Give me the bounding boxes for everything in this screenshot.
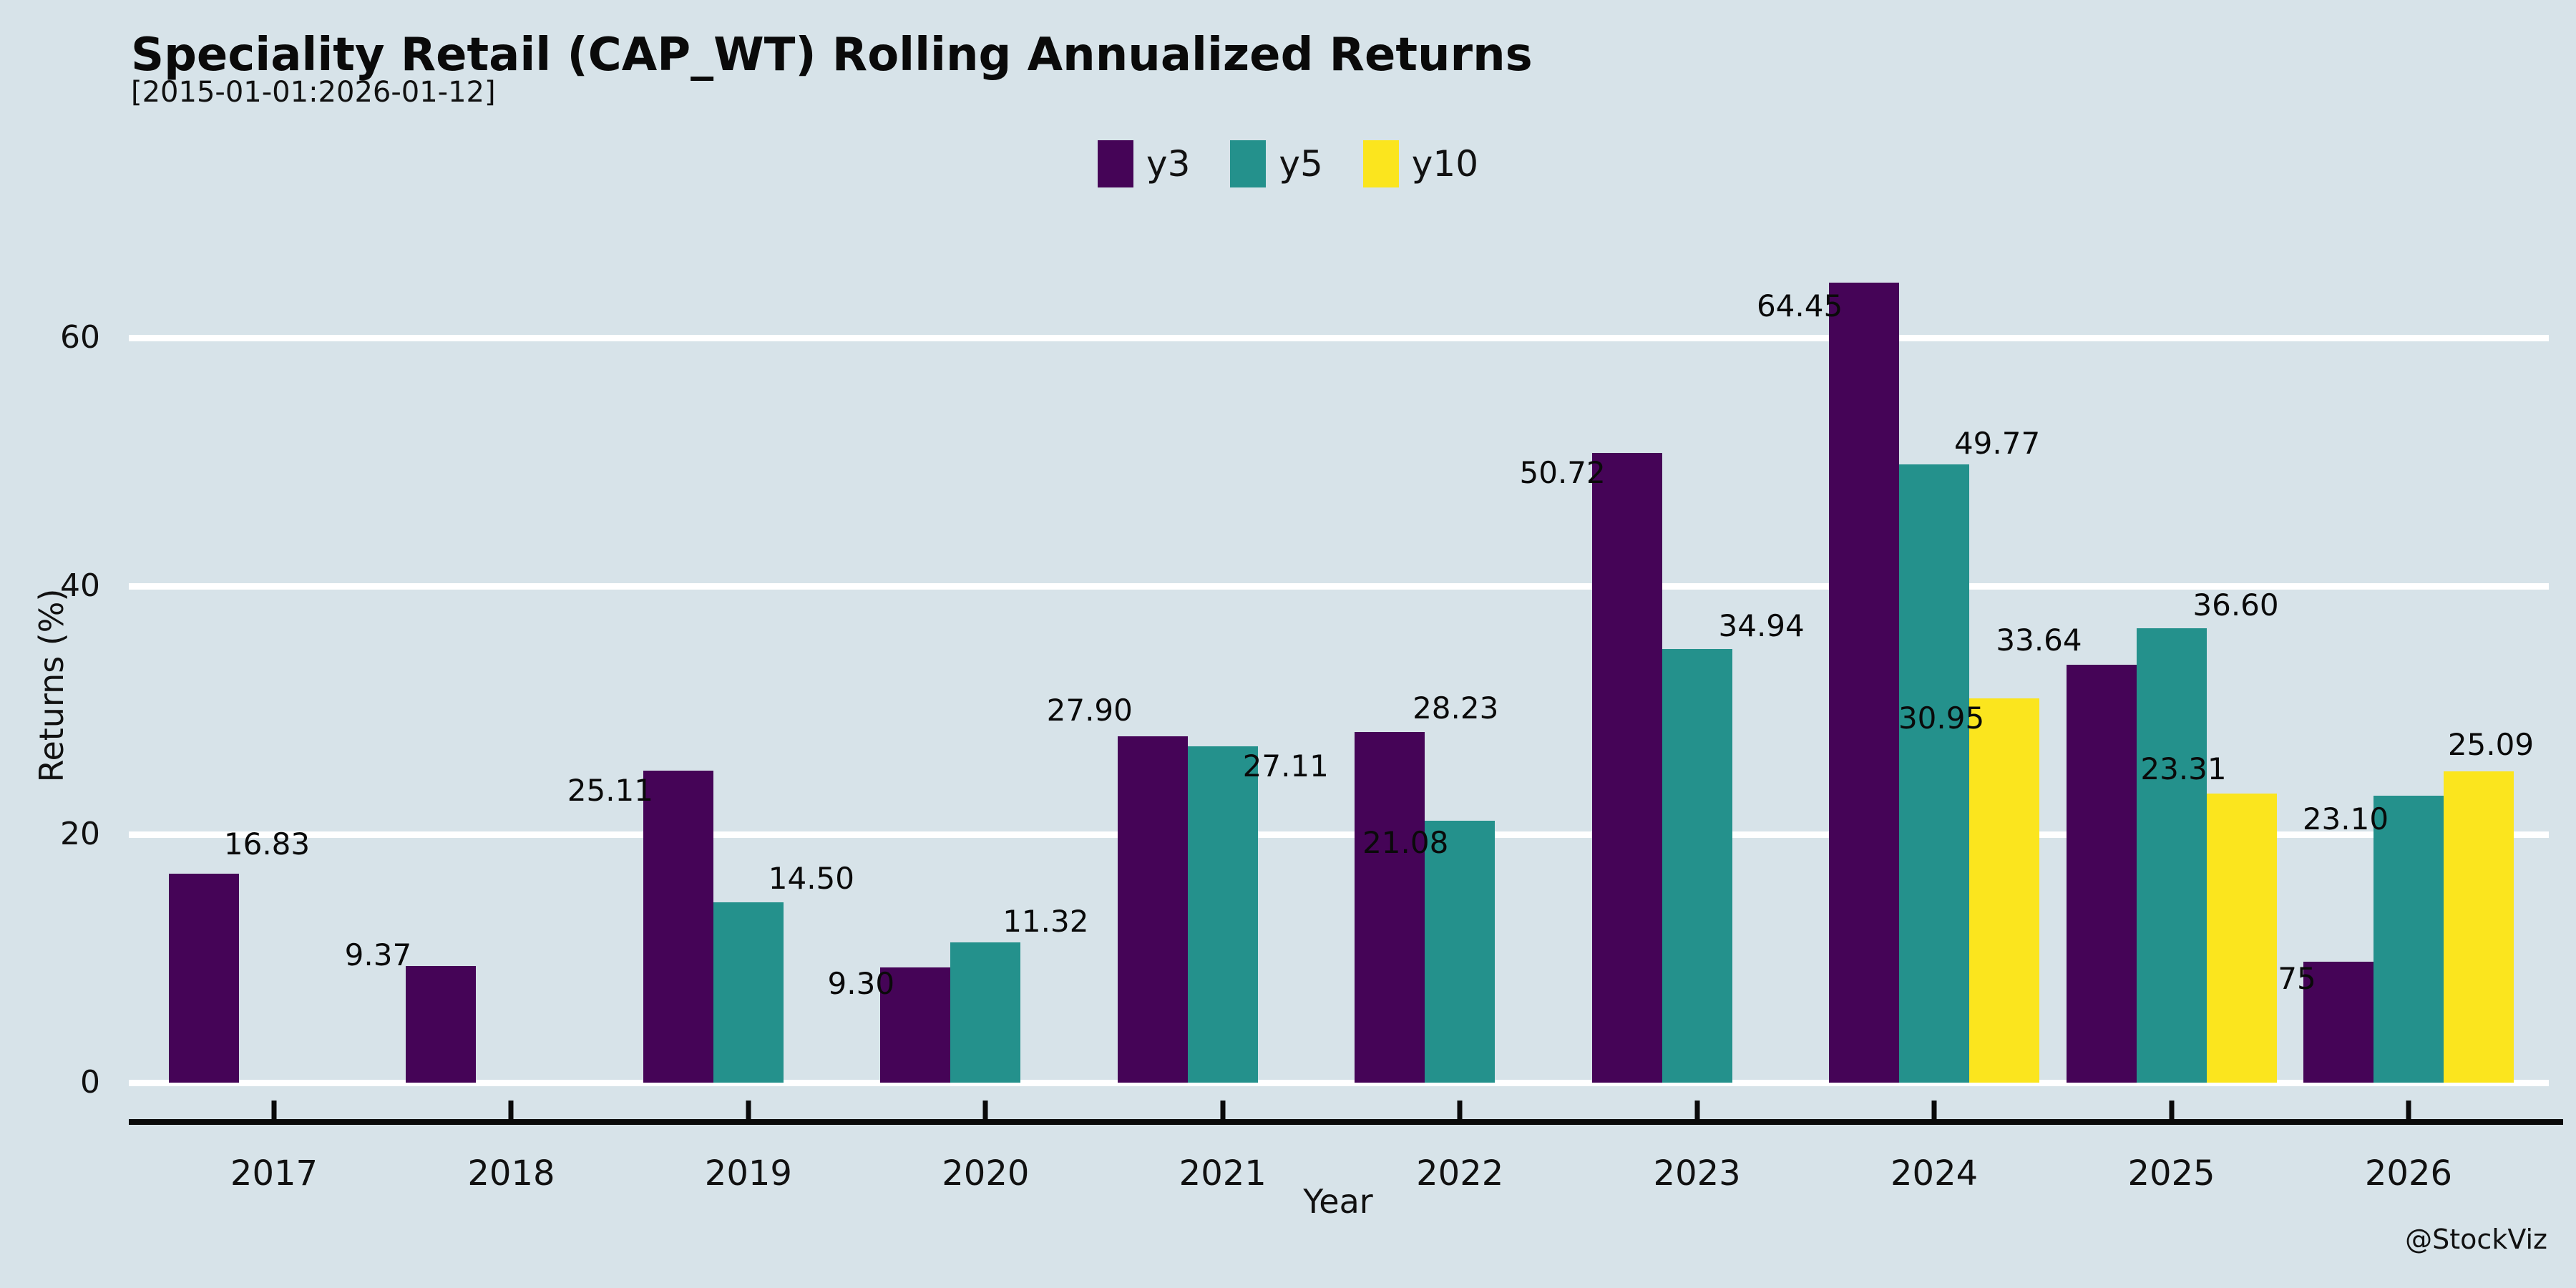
bar-2026-y5 [2373,796,2444,1083]
bar-value-label-2021-y5: 27.11 [1242,748,1329,784]
bar-2021-y5 [1187,746,1258,1083]
x-tick-2017 [271,1101,277,1119]
chart-title: Speciality Retail (CAP_WT) Rolling Annua… [131,29,1533,82]
legend-swatch-y5 [1230,140,1267,187]
x-tick-2020 [982,1101,988,1119]
y-axis-title: Returns (%) [32,588,71,783]
x-tick-2021 [1220,1101,1226,1119]
gridline-40 [129,582,2549,590]
x-tick-label-2024: 2024 [1890,1153,1979,1194]
x-tick-label-2023: 2023 [1653,1153,1741,1194]
legend-swatch-y3 [1097,140,1133,187]
bar-value-label-2018-y3: 9.37 [344,937,412,973]
legend-label-y5: y5 [1279,143,1323,185]
bar-value-label-2025-y10: 23.31 [2140,751,2227,786]
bar-value-label-2026-y5: 23.10 [2302,801,2389,837]
bar-value-label-2021-y3: 27.90 [1046,692,1133,728]
x-tick-2025 [2169,1101,2175,1119]
gridline-60 [129,334,2549,341]
watermark: @StockViz [2405,1224,2547,1255]
x-tick-label-2022: 2022 [1416,1153,1504,1194]
x-tick-2019 [746,1101,751,1119]
bar-2022-y5 [1425,821,1496,1083]
bar-2020-y3 [880,967,951,1083]
bar-2025-y10 [2206,793,2277,1083]
bar-value-label-2024-y10: 30.95 [1898,701,1985,736]
y-tick-label-0: 0 [80,1064,100,1101]
bar-2025-y3 [2066,665,2137,1083]
bar-value-label-2026-y10: 25.09 [2447,726,2534,762]
x-axis-line [129,1119,2563,1125]
gridline-20 [129,831,2549,838]
bar-2024-y10 [1969,698,2040,1083]
x-tick-2024 [1931,1101,1937,1119]
bar-value-label-2020-y3: 9.30 [827,965,895,1001]
bar-2019-y3 [643,771,713,1083]
bar-value-label-2024-y3: 64.45 [1756,288,1843,323]
bar-value-label-2020-y5: 11.32 [1002,903,1089,939]
x-tick-label-2025: 2025 [2127,1153,2215,1194]
x-tick-label-2018: 2018 [467,1153,555,1194]
bar-value-label-2022-y5: 21.08 [1362,825,1449,861]
legend-item-y10: y10 [1362,140,1479,187]
bar-2022-y3 [1355,732,1425,1083]
bar-2026-y3 [2303,961,2373,1083]
bar-value-label-2019-y3: 25.11 [567,773,653,809]
bar-value-label-2023-y5: 34.94 [1718,608,1805,643]
legend-item-y5: y5 [1230,140,1323,187]
bar-value-label-2019-y5: 14.50 [768,861,854,897]
x-tick-label-2017: 2017 [230,1153,318,1194]
gridline-0 [129,1079,2549,1086]
bar-2024-y5 [1899,464,1970,1083]
legend-item-y3: y3 [1097,140,1191,187]
chart-subtitle: [2015-01-01:2026-01-12] [131,76,496,109]
bar-value-label-2024-y5: 49.77 [1953,426,2041,462]
bar-2023-y3 [1591,453,1662,1083]
x-tick-2018 [508,1101,514,1119]
x-tick-label-2020: 2020 [942,1153,1030,1194]
bar-value-label-2025-y3: 33.64 [1996,623,2082,658]
bar-value-label-2025-y5: 36.60 [2192,587,2279,623]
bar-2026-y10 [2443,771,2514,1083]
bar-2021-y3 [1117,736,1188,1083]
legend-label-y3: y3 [1146,143,1191,185]
bar-value-label-2023-y3: 50.72 [1519,455,1606,490]
bar-value-label-2022-y3: 28.23 [1413,691,1499,726]
bar-value-label-2017-y3: 16.83 [223,826,311,862]
y-tick-label-20: 20 [60,816,100,852]
y-tick-label-60: 60 [60,319,100,356]
bar-2023-y5 [1662,648,1732,1083]
y-tick-label-40: 40 [60,567,100,604]
x-tick-label-2019: 2019 [704,1153,792,1194]
x-tick-2026 [2406,1101,2411,1119]
bar-2017-y3 [169,873,239,1083]
legend: y3 y5 y10 [0,140,2576,187]
x-tick-2022 [1457,1101,1463,1119]
x-axis-title: Year [1303,1182,1373,1221]
bar-2019-y5 [713,902,784,1083]
bar-2024-y3 [1829,282,1900,1083]
x-tick-label-2021: 2021 [1179,1153,1267,1194]
x-tick-label-2026: 2026 [2364,1153,2453,1194]
bar-2025-y5 [2136,628,2207,1083]
legend-label-y10: y10 [1411,143,1479,185]
bar-2020-y5 [950,942,1021,1083]
x-tick-2023 [1694,1101,1700,1119]
legend-swatch-y10 [1362,140,1399,187]
bar-2018-y3 [406,966,477,1083]
